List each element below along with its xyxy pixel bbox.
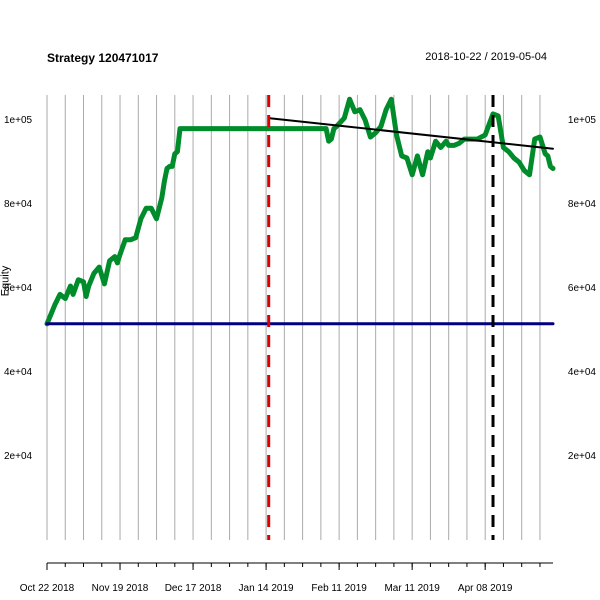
grid-lines <box>46 95 541 540</box>
y-tick-label-right: 8e+04 <box>568 199 597 210</box>
y-tick-label-left: 4e+04 <box>4 367 33 378</box>
y-tick-label-right: 4e+04 <box>568 367 597 378</box>
y-tick-label-right: 2e+04 <box>568 451 597 462</box>
x-tick: Apr 08 2019 <box>458 563 513 594</box>
x-tick: Oct 22 2018 <box>20 563 75 594</box>
x-tick: Jan 14 2019 <box>239 563 294 594</box>
trend-line <box>267 117 554 150</box>
equity-line <box>44 96 556 327</box>
y-tick-label-left: 1e+05 <box>4 115 33 126</box>
x-tick-label: Nov 19 2018 <box>92 583 149 594</box>
y-tick: 1e+05 1e+05 <box>4 115 596 126</box>
y-tick: 2e+04 2e+04 <box>4 451 596 462</box>
y-tick-label-right: 1e+05 <box>568 115 597 126</box>
chart-title: Strategy 120471017 <box>47 51 159 65</box>
x-tick-label: Oct 22 2018 <box>20 583 75 594</box>
x-tick-label: Apr 08 2019 <box>458 583 513 594</box>
x-tick-label: Dec 17 2018 <box>165 583 222 594</box>
x-tick: Dec 17 2018 <box>165 563 222 594</box>
x-tick-label: Jan 14 2019 <box>239 583 294 594</box>
y-tick: 8e+04 8e+04 <box>4 199 596 210</box>
x-tick: Mar 11 2019 <box>384 563 440 594</box>
y-tick-label-left: 2e+04 <box>4 451 33 462</box>
x-tick-label: Feb 11 2019 <box>311 583 367 594</box>
date-range-label: 2018-10-22 / 2019-05-04 <box>425 51 547 63</box>
x-tick-label: Mar 11 2019 <box>384 583 440 594</box>
y-tick-label-left: 6e+04 <box>4 283 33 294</box>
y-tick-label-right: 6e+04 <box>568 283 597 294</box>
x-tick: Nov 19 2018 <box>92 563 149 594</box>
x-tick: Feb 11 2019 <box>311 563 367 594</box>
y-tick-label-left: 8e+04 <box>4 199 33 210</box>
y-tick: 6e+04 6e+04 <box>4 283 596 294</box>
y-tick: 4e+04 4e+04 <box>4 367 596 378</box>
x-axis-minor-ticks <box>46 563 541 567</box>
